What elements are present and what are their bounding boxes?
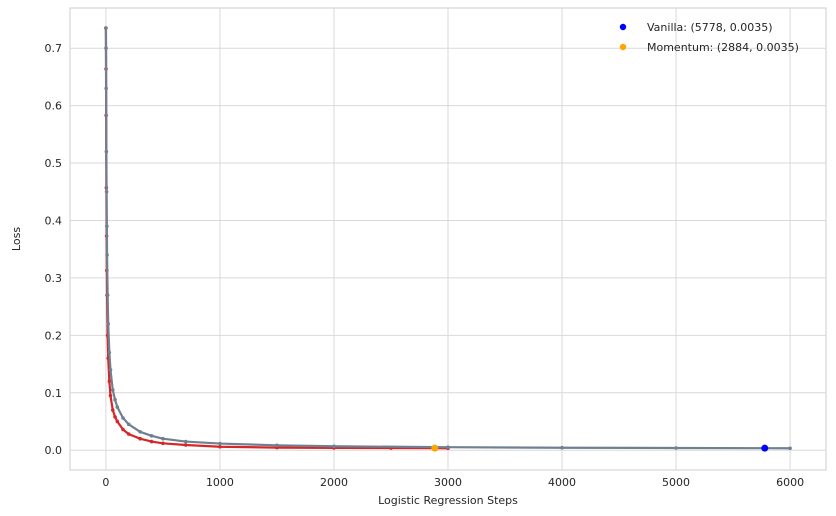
series-2-point (104, 26, 108, 30)
y-tick-label: 0.0 (45, 444, 63, 457)
legend-label-vanilla: Vanilla: (5778, 0.0035) (647, 21, 773, 34)
series-2-point (104, 149, 109, 154)
legend-swatch-vanilla (619, 23, 627, 31)
series-1-point (218, 444, 222, 449)
y-axis-label: Loss (10, 227, 23, 251)
series-1-point (110, 408, 115, 412)
y-tick-label: 0.7 (45, 42, 63, 55)
series-2-point (105, 293, 110, 297)
marker-layer (431, 444, 769, 452)
series-2-point (104, 86, 108, 91)
series-1-point (138, 436, 142, 441)
x-tick-label: 3000 (434, 476, 462, 489)
series-1-point (149, 439, 154, 444)
y-tick-label: 0.3 (45, 272, 63, 285)
series-2-point (149, 434, 154, 438)
series-2-point (126, 422, 131, 427)
series-2-point (121, 416, 125, 420)
series-1-point (113, 415, 117, 419)
series-2-point (106, 322, 110, 326)
series-1-point (108, 393, 113, 398)
x-tick-label: 5000 (662, 476, 690, 489)
y-tick-label: 0.6 (45, 100, 63, 113)
series-2-point (107, 350, 112, 355)
series-1-point (126, 432, 131, 436)
series-1-point (115, 419, 120, 424)
series-2-point (108, 367, 113, 372)
series-2-point (104, 189, 109, 194)
vanilla-marker (761, 444, 769, 452)
x-axis-label: Logistic Regression Steps (378, 494, 518, 507)
series-2-point (105, 253, 109, 257)
series-2-point (218, 441, 222, 446)
series-1-point (161, 441, 165, 446)
series-1-point (107, 379, 112, 384)
y-tick-label: 0.2 (45, 329, 63, 342)
series-2-point (138, 430, 142, 434)
y-tick-label: 0.4 (45, 214, 63, 227)
grid (70, 8, 826, 470)
series-2-point (788, 446, 792, 451)
y-tick-label: 0.5 (45, 157, 63, 170)
y-tick-label: 0.1 (45, 387, 63, 400)
series-2-point (115, 405, 120, 409)
legend: Vanilla: (5778, 0.0035) Momentum: (2884,… (619, 21, 799, 54)
legend-label-momentum: Momentum: (2884, 0.0035) (647, 41, 799, 54)
series-1-point (121, 427, 125, 432)
x-tick-label: 6000 (776, 476, 804, 489)
series-2-point (110, 388, 115, 392)
tick-labels: 0 1000 2000 3000 4000 5000 6000 0.0 0.1 0.2 0.3 0.4… (45, 42, 805, 489)
x-tick-label: 0 (102, 476, 109, 489)
series-2-point (560, 445, 564, 450)
series-2-point (446, 445, 450, 450)
x-tick-label: 4000 (548, 476, 576, 489)
series-2-point (674, 446, 678, 450)
series-layer (104, 26, 792, 451)
series-2-point (104, 46, 108, 50)
x-tick-label: 2000 (320, 476, 348, 489)
x-tick-label: 1000 (206, 476, 234, 489)
series-2-point (105, 224, 109, 229)
series-2-point (161, 436, 165, 441)
series-2-point (183, 439, 188, 444)
momentum-marker (431, 444, 439, 452)
legend-swatch-momentum (619, 43, 627, 51)
series-1-point (183, 443, 188, 447)
series-2-point (113, 397, 117, 402)
series-line-2 (104, 27, 792, 450)
series-2-point (275, 443, 279, 448)
series-2-point (332, 444, 336, 449)
